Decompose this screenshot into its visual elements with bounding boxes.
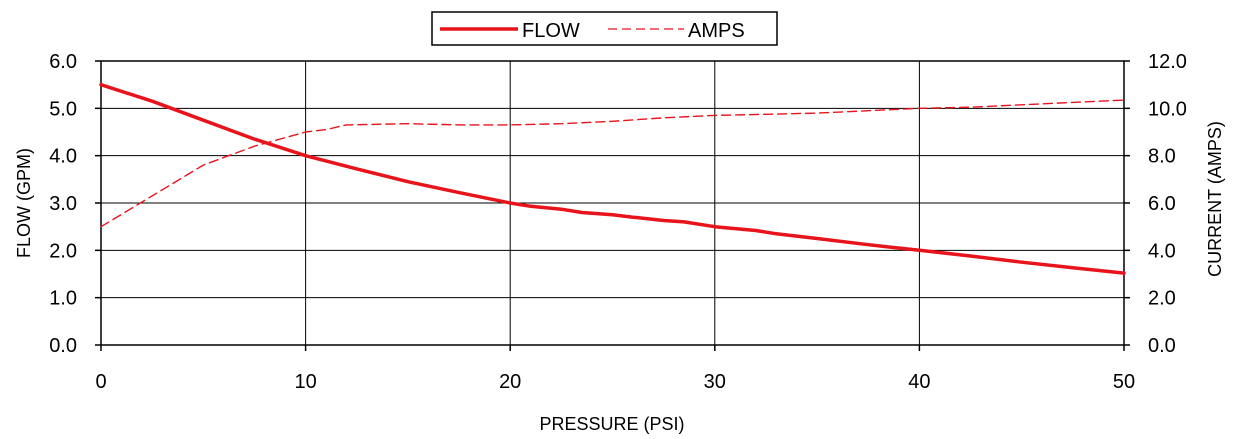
axis-ticks: [95, 60, 1130, 351]
y2-tick-label: 6.0: [1148, 193, 1176, 215]
y-tick-label: 4.0: [49, 146, 77, 168]
legend-amps-label: AMPS: [688, 20, 745, 42]
grid-lines: [100, 60, 1125, 346]
x-tick-label: 30: [704, 371, 726, 393]
y-tick-label: 6.0: [49, 51, 77, 73]
y2-tick-label: 4.0: [1148, 240, 1176, 262]
y2-tick-label: 8.0: [1148, 146, 1176, 168]
legend-flow-label: FLOW: [522, 20, 580, 42]
y2-tick-label: 12.0: [1148, 51, 1187, 73]
y-tick-label: 1.0: [49, 288, 77, 310]
y2-tick-label: 2.0: [1148, 288, 1176, 310]
legend: FLOW AMPS: [431, 11, 778, 46]
y2-tick-label: 0.0: [1148, 335, 1176, 357]
x-tick-label: 10: [294, 371, 316, 393]
flow-series-line: [99, 82, 1126, 275]
y-tick-label: 3.0: [49, 193, 77, 215]
tick-labels: 0.0 1.0 2.0 3.0 4.0 5.0 6.0 0.0 2.0 4.0 6.0 8.0 10.0…: [49, 51, 1187, 393]
x-tick-label: 0: [95, 371, 106, 393]
y-axis-title: FLOW (GPM): [14, 148, 34, 258]
y-tick-label: 0.0: [49, 335, 77, 357]
x-tick-label: 20: [499, 371, 521, 393]
y2-axis-title: CURRENT (AMPS): [1205, 121, 1225, 277]
amps-series-line: [100, 99, 1125, 228]
x-axis-title: PRESSURE (PSI): [539, 414, 684, 434]
y-tick-label: 5.0: [49, 98, 77, 120]
y2-tick-label: 10.0: [1148, 98, 1187, 120]
x-tick-label: 40: [908, 371, 930, 393]
y-tick-label: 2.0: [49, 240, 77, 262]
x-tick-label: 50: [1113, 371, 1135, 393]
series-lines: [99, 82, 1126, 275]
